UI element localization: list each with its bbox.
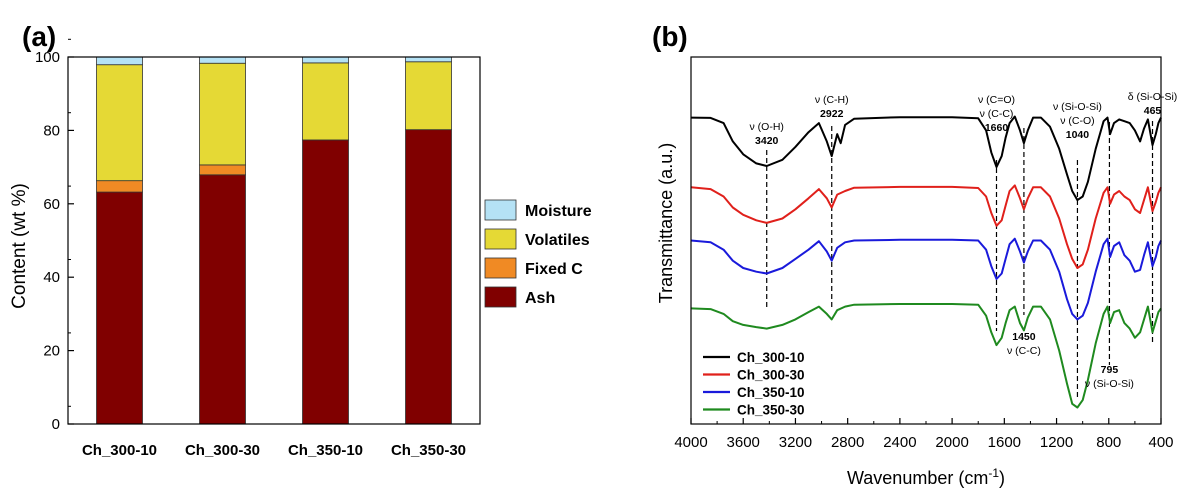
panel-b-label: (b): [652, 21, 688, 52]
spectra-lines: [690, 115, 1162, 409]
x-axis-label-superscript: -1: [988, 466, 999, 480]
bar-moisture: [199, 56, 246, 64]
reference-lines: [766, 121, 1154, 400]
peak-annotation-sio2: δ (Si-O-Si): [1128, 91, 1178, 103]
peak-annotation-sio2: 465: [1144, 105, 1162, 117]
panel-a-label: (a): [22, 21, 56, 52]
peak-annotation-co1: ν (C=O): [978, 94, 1015, 106]
bar-volatiles: [302, 62, 349, 141]
y-tick-label-a: 60: [43, 196, 60, 213]
y-tick-label-a: 80: [43, 122, 60, 139]
x-tick-label-b: 4000: [674, 434, 707, 451]
y-tick-label-a: 0: [52, 416, 60, 433]
x-tick-label: Ch_350-30: [391, 442, 466, 459]
peak-annotations: ν (O-H) 3420 ν (C-H) 2922 ν (C=O) ν (C-C) 1660…: [750, 91, 1178, 390]
bar-volatiles: [405, 61, 452, 131]
axes-a: Ch_300-10 Ch_300-30 Ch_350-10 Ch_350-30 0 20 4…: [35, 38, 481, 459]
y-axis-label-b: Transmittance (a.u.): [656, 143, 676, 303]
peak-annotation-sio1: ν (C-O): [1060, 115, 1094, 127]
legend-label-ch-300-10: Ch_300-10: [737, 350, 805, 365]
bar-ash: [302, 139, 349, 425]
panel-b: (b) 4000 3600 3200 2800 2400 2000 1600 1200 800 4…: [652, 21, 1177, 488]
peak-annotation-ch: 2922: [820, 108, 844, 120]
peak-annotation-co1: ν (C-C): [980, 108, 1014, 120]
x-tick-label-b: 2800: [831, 434, 864, 451]
x-tick-label: Ch_350-10: [288, 442, 363, 459]
x-tick-label-b: 2000: [935, 434, 968, 451]
spectrum-line-ch-350-10: [690, 237, 1162, 321]
peak-annotation-ch: ν (C-H): [815, 94, 849, 106]
legend-swatch-fixed-c: [484, 257, 517, 279]
legend-label-ch-300-30: Ch_300-30: [737, 368, 805, 383]
legend-label-ash: Ash: [525, 290, 555, 307]
legend-label-volatiles: Volatiles: [525, 232, 590, 249]
x-tick-label-b: 3200: [779, 434, 812, 451]
legend-swatch-moisture: [484, 199, 517, 221]
peak-annotation-cc: 1450: [1012, 331, 1036, 343]
legend-a: Moisture Volatiles Fixed C Ash: [484, 199, 592, 308]
peak-annotation-sio3: ν (Si-O-Si): [1085, 378, 1134, 390]
bar-group: [96, 56, 452, 425]
legend-label-ch-350-10: Ch_350-10: [737, 385, 805, 400]
plot-frame-a: [67, 56, 481, 425]
legend-label-ch-350-30: Ch_350-30: [737, 403, 805, 418]
peak-annotation-sio1: ν (Si-O-Si): [1053, 101, 1102, 113]
bar-volatiles: [96, 64, 143, 182]
legend-b: Ch_300-10 Ch_300-30 Ch_350-10 Ch_350-30: [703, 350, 805, 418]
legend-label-moisture: Moisture: [525, 203, 592, 220]
bar-fixed-c: [199, 164, 246, 176]
x-tick-label-b: 400: [1148, 434, 1173, 451]
y-tick-label-a: 20: [43, 343, 60, 360]
x-tick-label-b: 1200: [1040, 434, 1073, 451]
peak-annotation-oh: ν (O-H): [750, 121, 784, 133]
x-axis-label-b: Wavenumber (cm-1): [847, 466, 1005, 488]
axes-b: 4000 3600 3200 2800 2400 2000 1600 1200 800 400: [674, 56, 1174, 451]
y-axis-label-a: Content (wt %): [9, 183, 30, 309]
x-axis-label-main: Wavenumber (cm: [847, 468, 988, 488]
legend-swatch-ash: [484, 286, 517, 308]
x-tick-label-b: 800: [1096, 434, 1121, 451]
x-tick-label: Ch_300-10: [82, 442, 157, 459]
x-tick-label-b: 2400: [883, 434, 916, 451]
bar-moisture: [405, 56, 452, 63]
legend-swatch-volatiles: [484, 228, 517, 250]
x-tick-label: Ch_300-30: [185, 442, 260, 459]
x-axis-label-end: ): [999, 468, 1005, 488]
bar-volatiles: [199, 62, 246, 166]
bar-ash: [199, 174, 246, 425]
peak-annotation-sio1: 1040: [1066, 129, 1090, 141]
spectrum-line-ch-300-10: [690, 115, 1162, 202]
y-tick-label-a: 40: [43, 269, 60, 286]
x-tick-label-b: 1600: [988, 434, 1021, 451]
spectrum-line-ch-300-30: [690, 184, 1162, 269]
bar-moisture: [96, 56, 143, 66]
peak-annotation-co1: 1660: [985, 122, 1009, 134]
spectrum-line-ch-350-30: [690, 303, 1162, 409]
bar-ash: [96, 191, 143, 425]
bar-ash: [405, 129, 452, 425]
legend-label-fixed-c: Fixed C: [525, 261, 583, 278]
bar-moisture: [302, 56, 349, 64]
y-tick-label-a: 100: [35, 49, 60, 66]
peak-annotation-cc: ν (C-C): [1007, 345, 1041, 357]
bar-fixed-c: [96, 180, 143, 193]
peak-annotation-oh: 3420: [755, 135, 779, 147]
peak-annotation-sio3: 795: [1101, 364, 1119, 376]
x-tick-label-b: 3600: [727, 434, 760, 451]
panel-a: (a) Ch_300-10 Ch_300-30 Ch_350-10 Ch_350-30…: [9, 21, 592, 459]
